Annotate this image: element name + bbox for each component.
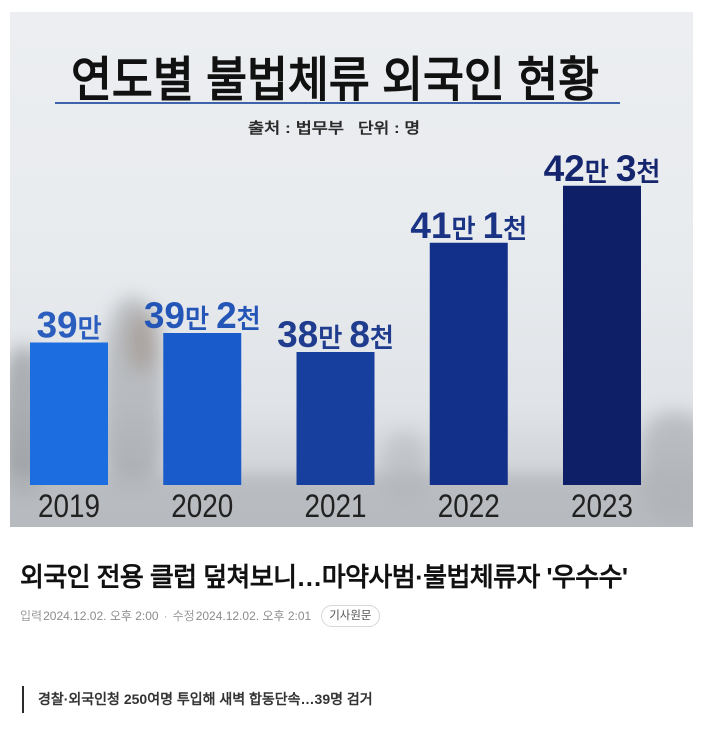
bar-2022 — [429, 242, 508, 485]
value-label-2021: 38만 8천 — [277, 314, 394, 355]
year-label-2021: 2021 — [305, 488, 367, 524]
chart-title: 연도별 불법체류 외국인 현황 — [71, 54, 599, 107]
modified-time: 2024.12.02. 오후 2:01 — [195, 609, 312, 623]
background-blur-figure — [128, 312, 156, 372]
bar-2021 — [296, 352, 375, 485]
article-meta: 입력 2024.12.02. 오후 2:00 · 수정 2024.12.02. … — [20, 604, 380, 627]
chart-image: 연도별 불법체류 외국인 현황 출처 : 법무부 단위 : 명 39만 39만 2… — [10, 12, 693, 527]
value-label-2023: 42만 3천 — [544, 148, 661, 189]
value-label-2020: 39만 2천 — [144, 295, 261, 336]
published-label: 입력 — [20, 609, 43, 623]
value-label-2022: 41만 1천 — [410, 205, 527, 246]
bar-2023 — [563, 185, 641, 485]
meta-separator: · — [163, 608, 168, 623]
year-label-2019: 2019 — [38, 488, 100, 524]
article-subtitle: 경찰·외국인청 250여명 투입해 새벽 합동단속…39명 검거 — [22, 686, 373, 713]
year-label-2022: 2022 — [438, 488, 500, 524]
value-label-2019: 39만 — [36, 305, 101, 346]
chart-unit: 단위 : 명 — [358, 119, 420, 137]
background-blur-figure — [102, 297, 164, 487]
chart-source: 출처 : 법무부 — [248, 120, 344, 137]
bar-2019 — [30, 342, 108, 485]
year-label-2020: 2020 — [171, 488, 233, 524]
published-time: 2024.12.02. 오후 2:00 — [43, 609, 159, 623]
original-article-button[interactable]: 기사원문 — [321, 604, 380, 627]
article-headline: 외국인 전용 클럽 덮쳐보니…마약사범·불법체류자 '우수수' — [20, 562, 628, 592]
bar-chart: 연도별 불법체류 외국인 현황 출처 : 법무부 단위 : 명 39만 39만 2… — [30, 54, 660, 524]
modified-label: 수정 — [172, 609, 195, 623]
title-underline — [55, 102, 620, 104]
value-labels-group: 39만 39만 2천 38만 8천 41만 1천 42만 3천 — [36, 148, 660, 355]
year-labels-group: 2019 2020 2021 2022 2023 — [38, 488, 633, 524]
bar-2020 — [163, 333, 242, 485]
bars-group — [30, 185, 641, 485]
year-label-2023: 2023 — [571, 488, 633, 524]
